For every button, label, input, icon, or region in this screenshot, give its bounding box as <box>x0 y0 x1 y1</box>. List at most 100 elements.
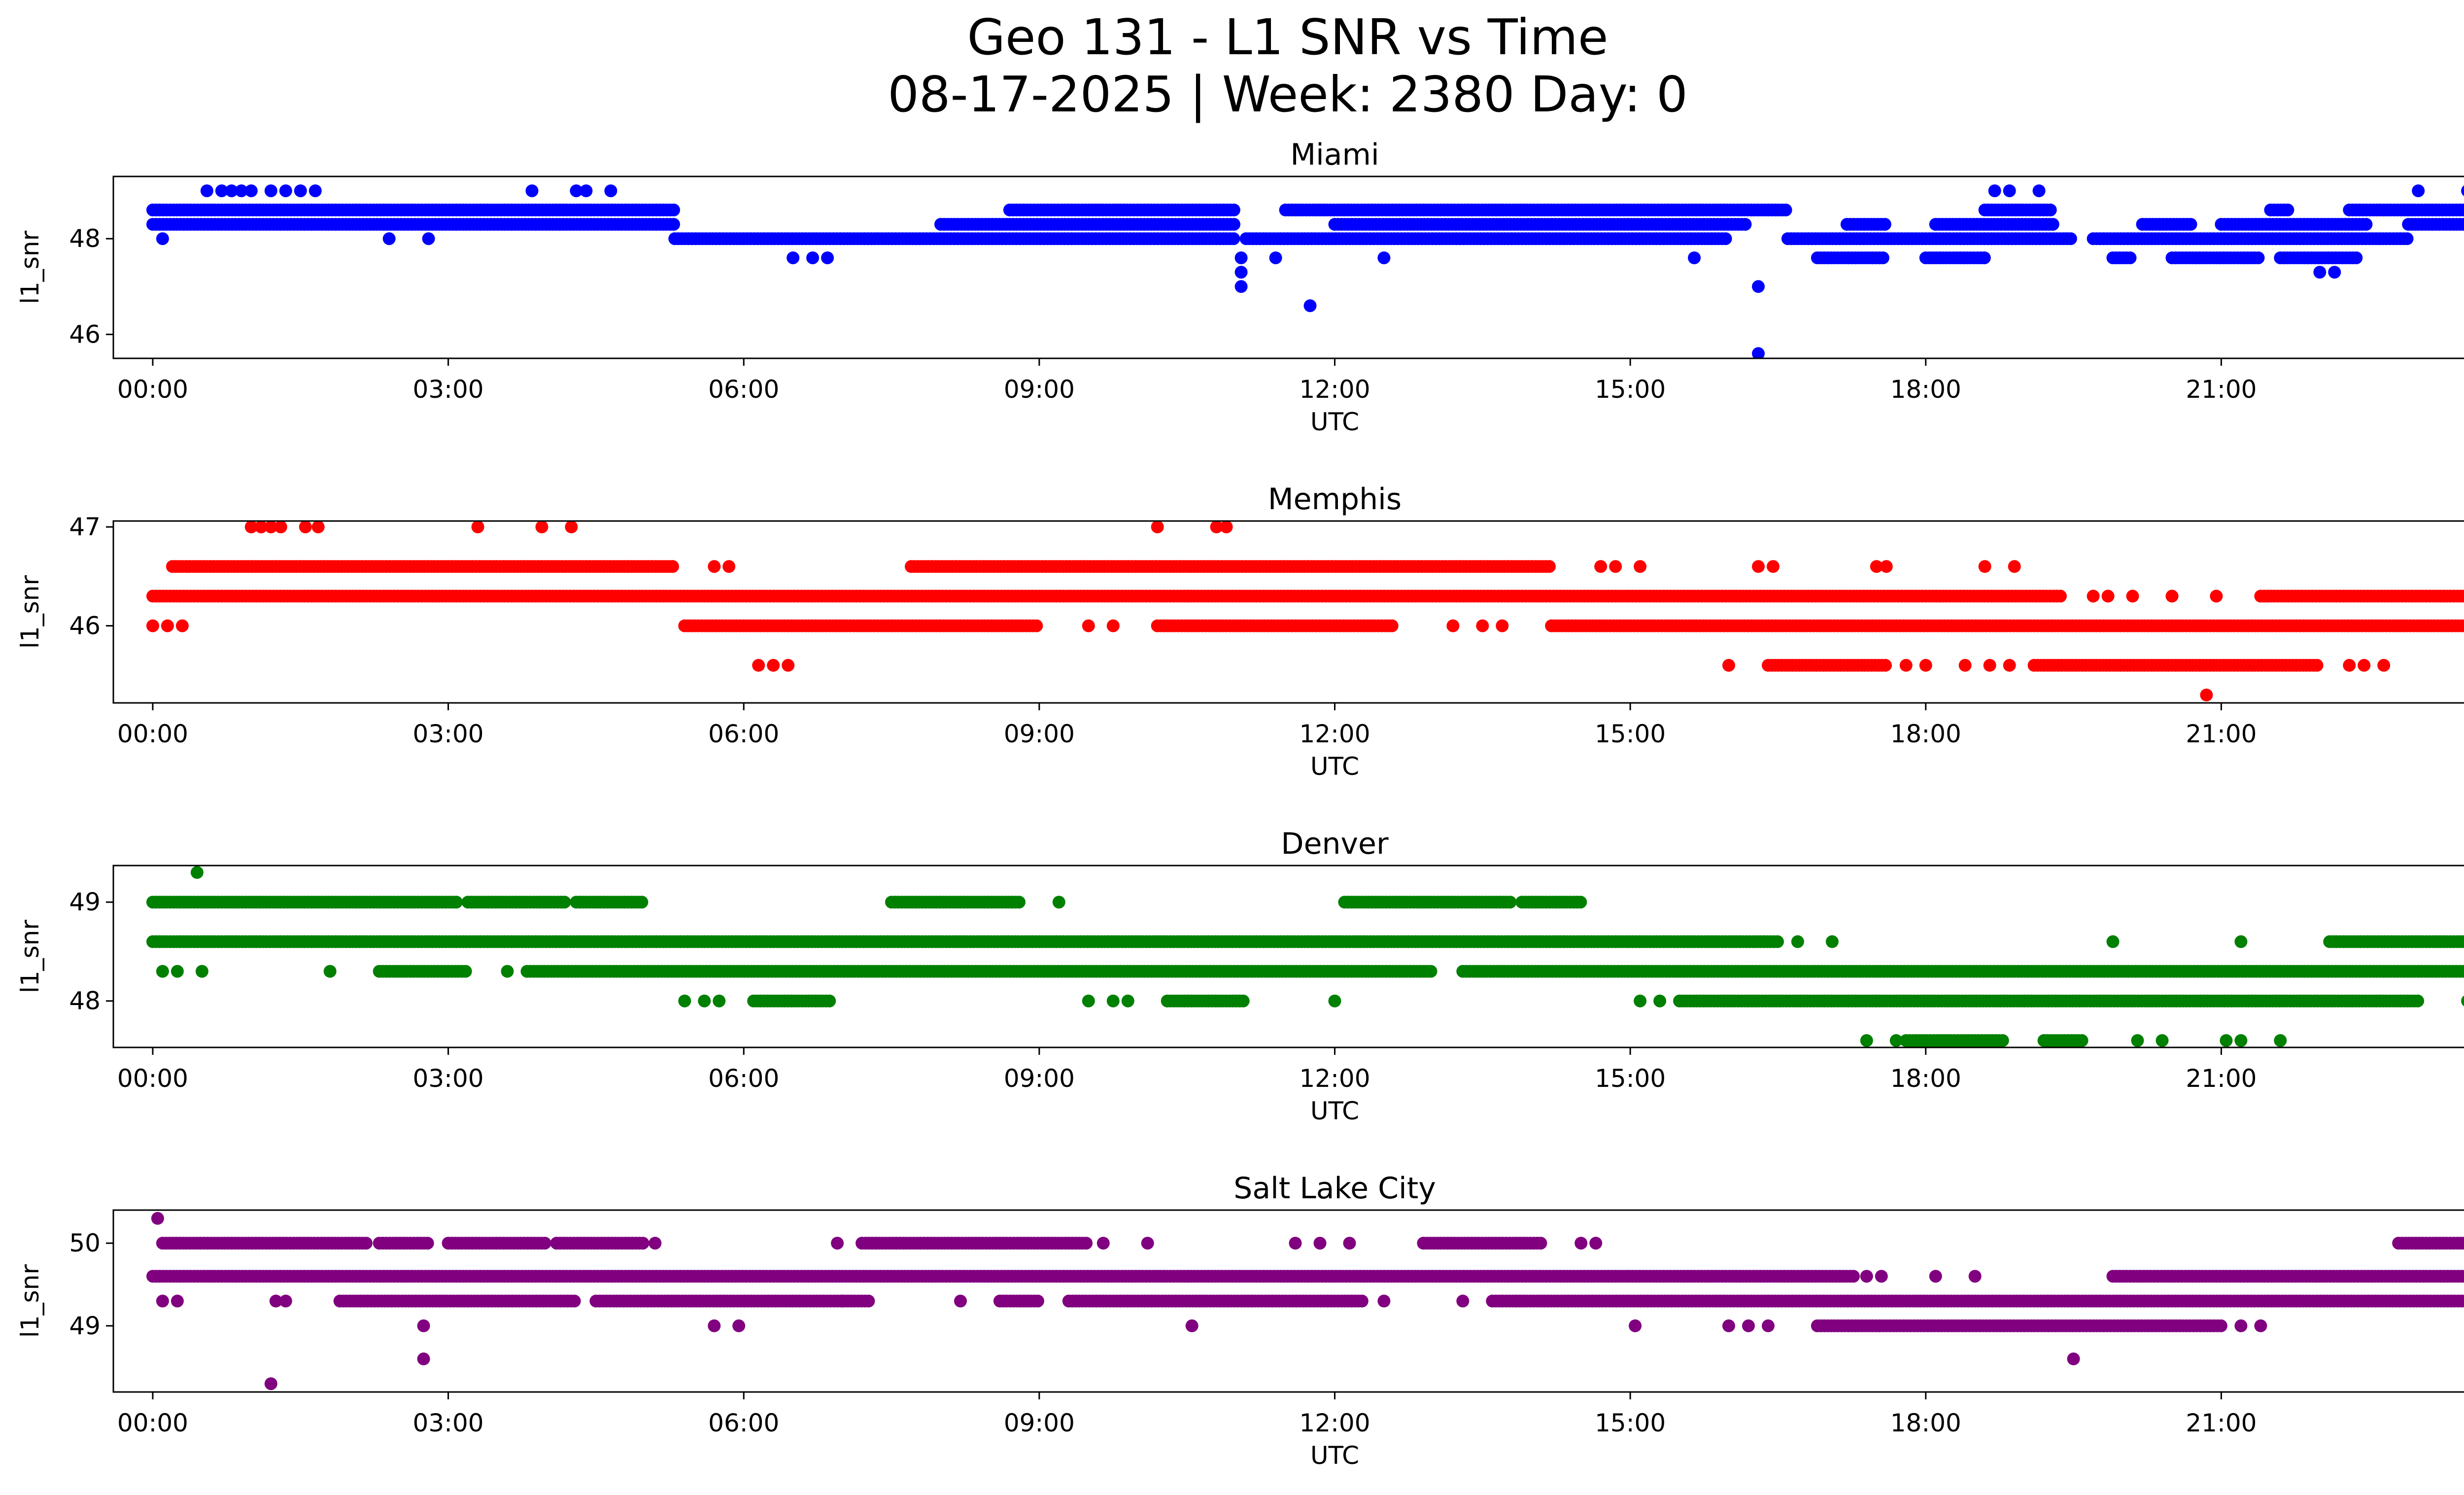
x-axis-label: UTC <box>1310 752 1359 781</box>
data-point <box>1767 560 1780 573</box>
data-point <box>422 232 435 245</box>
x-tick-label: 21:00 <box>2186 720 2257 748</box>
axes-frame <box>112 865 2464 1048</box>
data-point <box>2377 659 2391 672</box>
data-point <box>565 521 578 533</box>
data-point <box>2087 590 2100 603</box>
data-point <box>2461 218 2464 230</box>
data-point <box>450 896 463 909</box>
data-point <box>156 965 169 978</box>
data-point <box>190 866 204 879</box>
data-point <box>1476 619 1489 632</box>
x-tick-label: 06:00 <box>708 1064 779 1093</box>
data-point <box>1377 251 1391 265</box>
data-point <box>1996 1034 2009 1047</box>
subplot-title: Miami <box>1290 138 1379 172</box>
subplot-memphis: 00:00 03:00 06:00 09:00 12:00 15:00 18:00 21:00… <box>16 482 2464 781</box>
data-point <box>2156 1034 2169 1047</box>
data-point <box>666 560 679 573</box>
x-tick-label: 18:00 <box>1890 375 1961 404</box>
data-point <box>1106 619 1120 632</box>
data-point <box>2328 266 2341 279</box>
data-point <box>752 659 765 672</box>
data-point <box>1860 1034 1873 1047</box>
data-point <box>525 184 539 198</box>
data-point <box>1791 935 1804 948</box>
scatter-series <box>146 1212 2464 1391</box>
data-point <box>570 184 583 198</box>
data-point <box>2008 560 2021 573</box>
data-point <box>2210 590 2223 603</box>
data-point <box>2126 590 2139 603</box>
x-tick-label: 03:00 <box>413 720 484 748</box>
data-point <box>1988 184 2001 198</box>
data-point <box>311 521 325 533</box>
data-point <box>1236 994 1250 1008</box>
x-axis-label: UTC <box>1310 408 1359 436</box>
data-point <box>1752 560 1765 573</box>
x-tick-label: 12:00 <box>1299 1064 1370 1093</box>
data-point <box>1234 266 1248 279</box>
x-tick-label: 15:00 <box>1595 720 1666 748</box>
data-point <box>2220 1034 2233 1047</box>
data-point <box>294 184 307 198</box>
data-point <box>2274 1034 2287 1047</box>
data-point <box>580 184 593 198</box>
data-point <box>382 232 396 245</box>
data-point <box>1978 251 1991 265</box>
data-point <box>1752 347 1765 358</box>
data-point <box>274 521 287 533</box>
subplot-salt-lake-city: 00:00 03:00 06:00 09:00 12:00 15:00 18:00 21:00… <box>16 1171 2464 1470</box>
data-point <box>1030 619 1043 632</box>
data-point <box>1082 994 1095 1008</box>
data-point <box>2310 659 2324 672</box>
scatter-series <box>146 184 2464 358</box>
data-point <box>2460 204 2464 216</box>
x-tick-label: 21:00 <box>2186 375 2257 404</box>
x-tick-label: 18:00 <box>1890 1064 1961 1093</box>
data-point <box>1328 994 1341 1008</box>
y-axis-label: l1_snr <box>16 575 44 649</box>
subplot-title: Memphis <box>1268 482 1402 517</box>
x-tick-label: 00:00 <box>117 720 188 748</box>
x-tick-label: 03:00 <box>413 1064 484 1093</box>
data-point <box>1889 1034 1903 1047</box>
data-point <box>1958 659 1972 672</box>
data-point <box>2106 935 2120 948</box>
data-point <box>2360 218 2373 231</box>
data-point <box>2044 204 2057 216</box>
scatter-series <box>146 521 2464 701</box>
data-point <box>235 184 248 198</box>
data-point <box>823 994 836 1008</box>
data-point <box>323 965 337 978</box>
x-tick-label: 09:00 <box>1004 375 1075 404</box>
data-point <box>604 184 617 198</box>
x-tick-label: 21:00 <box>2186 1064 2257 1093</box>
data-point <box>1446 619 1460 632</box>
data-point <box>1303 299 1317 313</box>
data-point <box>1013 896 1026 909</box>
data-point <box>501 965 514 978</box>
data-point <box>264 521 277 533</box>
data-point <box>171 965 184 978</box>
data-point <box>1978 560 1991 573</box>
scatter-series <box>146 866 2464 1047</box>
data-point <box>535 521 548 533</box>
data-point <box>2064 232 2077 245</box>
data-point <box>2461 936 2464 947</box>
data-point <box>713 994 726 1008</box>
data-point <box>2200 689 2213 701</box>
data-point <box>421 1237 434 1250</box>
x-tick-label: 06:00 <box>708 720 779 748</box>
y-tick-label: 47 <box>69 513 101 541</box>
data-point <box>1543 560 1556 573</box>
data-point <box>1121 994 1134 1008</box>
data-point <box>2412 184 2425 198</box>
data-point <box>200 184 213 198</box>
data-point <box>299 521 312 533</box>
data-point <box>2313 266 2327 279</box>
data-point <box>1825 935 1839 948</box>
data-point <box>1899 659 1913 672</box>
subplot-denver: 00:00 03:00 06:00 09:00 12:00 15:00 18:00 21:00… <box>16 827 2464 1125</box>
